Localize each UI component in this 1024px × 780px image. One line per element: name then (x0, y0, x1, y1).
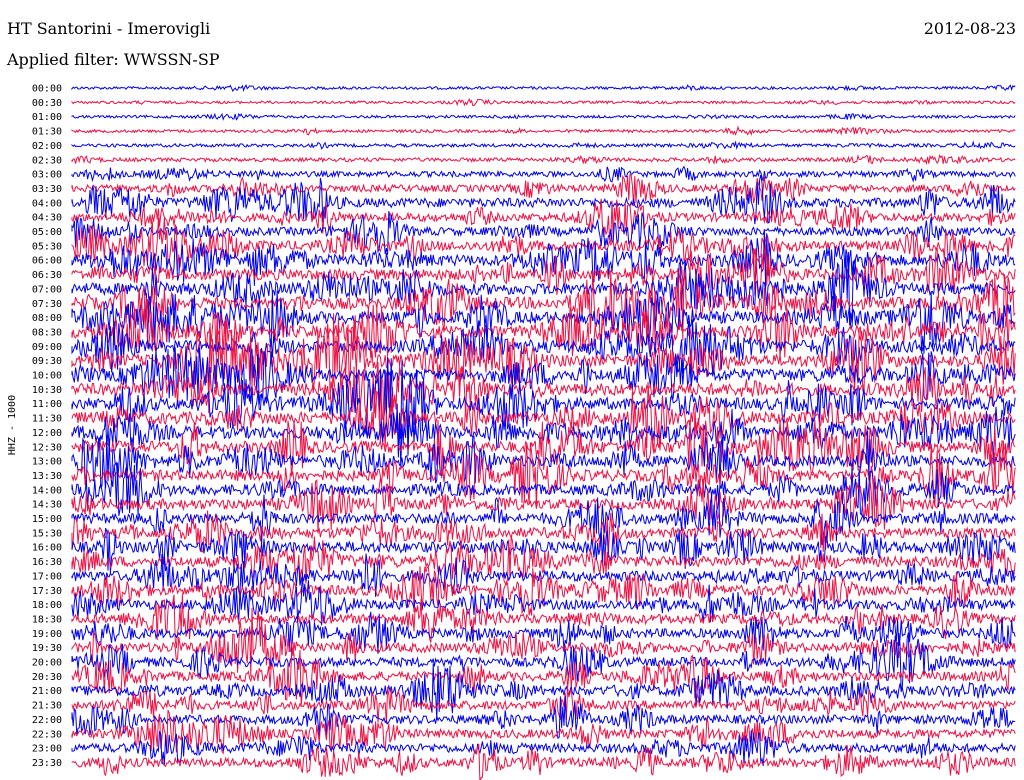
seismic-trace (71, 174, 1016, 225)
row-time-label: 11:30 (32, 414, 62, 425)
seismic-trace (71, 607, 1016, 677)
row-time-label: 06:00 (32, 256, 62, 267)
seismic-trace (71, 217, 1016, 271)
seismic-trace (71, 647, 1016, 706)
seismic-trace (71, 198, 1016, 244)
row-time-label: 11:00 (32, 399, 62, 410)
seismic-trace (71, 494, 1016, 545)
row-time-label: 08:00 (32, 313, 62, 324)
row-time-label: 12:00 (32, 428, 62, 439)
seismic-trace (71, 165, 1016, 183)
row-time-label: 22:00 (32, 715, 62, 726)
station-title: HT Santorini - Imerovigli (7, 19, 211, 38)
seismic-trace (71, 553, 1016, 597)
seismic-trace (71, 527, 1016, 574)
row-time-label: 15:00 (32, 514, 62, 525)
row-time-label: 21:30 (32, 701, 62, 712)
row-time-label: 13:30 (32, 471, 62, 482)
row-time-label: 08:30 (32, 327, 62, 338)
row-time-label: 19:30 (32, 643, 62, 654)
row-time-label: 16:00 (32, 543, 62, 554)
row-time-label: 20:00 (32, 658, 62, 669)
seismic-trace (71, 319, 1016, 382)
seismic-trace (71, 97, 1016, 107)
row-time-label: 02:00 (32, 141, 62, 152)
row-time-label: 07:00 (32, 284, 62, 295)
row-time-label: 14:30 (32, 500, 62, 511)
row-time-label: 15:30 (32, 528, 62, 539)
seismic-trace (71, 593, 1016, 649)
seismic-trace (71, 440, 1016, 507)
seismic-trace (71, 112, 1016, 121)
row-time-label: 04:00 (32, 198, 62, 209)
filter-label: Applied filter: WWSSN-SP (7, 50, 220, 69)
seismic-trace (71, 268, 1016, 341)
row-time-label: 06:30 (32, 270, 62, 281)
row-time-label: 17:00 (32, 571, 62, 582)
row-time-label: 03:30 (32, 184, 62, 195)
row-time-label: 13:00 (32, 457, 62, 468)
row-time-label: 01:30 (32, 127, 62, 138)
channel-label: HHZ - 1000 (7, 395, 18, 455)
seismic-trace (71, 430, 1016, 489)
row-time-label: 17:30 (32, 586, 62, 597)
row-time-label: 16:30 (32, 557, 62, 568)
row-time-label: 18:30 (32, 614, 62, 625)
row-time-label: 12:30 (32, 442, 62, 453)
row-time-label: 01:00 (32, 112, 62, 123)
seismic-trace (71, 462, 1016, 517)
seismic-trace (71, 510, 1016, 555)
row-time-label: 09:00 (32, 342, 62, 353)
row-time-label: 05:00 (32, 227, 62, 238)
seismic-trace (71, 611, 1016, 654)
seismic-trace (71, 153, 1016, 166)
seismic-trace (71, 535, 1016, 586)
seismic-trace (71, 297, 1016, 362)
row-time-label: 14:00 (32, 485, 62, 496)
row-time-label: 00:00 (32, 84, 62, 95)
seismic-trace (71, 345, 1016, 405)
seismic-trace (71, 290, 1016, 354)
row-time-label: 02:30 (32, 155, 62, 166)
seismic-trace (71, 709, 1016, 755)
seismic-trace (71, 211, 1016, 255)
row-time-label: 23:00 (32, 744, 62, 755)
seismic-trace (71, 572, 1016, 626)
row-time-label: 10:00 (32, 371, 62, 382)
row-time-label: 21:00 (32, 686, 62, 697)
row-time-label: 07:30 (32, 299, 62, 310)
seismic-trace (71, 377, 1016, 454)
seismic-trace (71, 173, 1016, 207)
row-time-label: 04:30 (32, 213, 62, 224)
seismic-trace (71, 695, 1016, 740)
seismic-trace (71, 478, 1016, 534)
seismic-trace (71, 229, 1016, 290)
row-time-label: 20:30 (32, 672, 62, 683)
row-time-label: 03:00 (32, 170, 62, 181)
date-label: 2012-08-23 (923, 19, 1016, 38)
row-time-label: 10:30 (32, 385, 62, 396)
seismic-trace (71, 566, 1016, 616)
seismic-trace (71, 743, 1016, 780)
seismic-trace (71, 244, 1016, 299)
seismic-trace (71, 125, 1016, 137)
row-time-label: 00:30 (32, 98, 62, 109)
row-time-label: 23:30 (32, 758, 62, 769)
seismic-trace (71, 663, 1016, 720)
trace-rows: 00:00 00:30 01:00 01:30 02:00 02:30 03:00 03:30… (32, 84, 1016, 780)
seismic-trace (71, 251, 1016, 326)
seismic-trace (71, 686, 1016, 725)
seismic-trace (71, 84, 1016, 93)
row-time-label: 05:30 (32, 241, 62, 252)
seismic-trace (71, 140, 1016, 151)
row-time-label: 19:00 (32, 629, 62, 640)
seismic-trace (71, 730, 1016, 767)
row-time-label: 09:30 (32, 356, 62, 367)
row-time-label: 18:00 (32, 600, 62, 611)
row-time-label: 22:30 (32, 729, 62, 740)
seismic-trace (71, 632, 1016, 692)
